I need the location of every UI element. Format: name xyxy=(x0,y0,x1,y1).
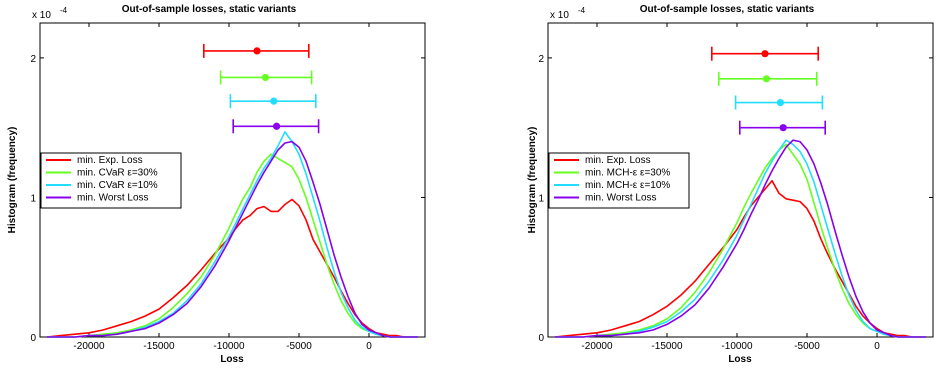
interval-point xyxy=(270,97,278,105)
y-multiplier: x 10 xyxy=(550,10,569,21)
y-tick-label: 2 xyxy=(538,54,544,65)
x-tick-label: -15000 xyxy=(651,341,683,352)
legend-box xyxy=(40,152,182,209)
x-tick-label: -20000 xyxy=(73,341,105,352)
legend-item: min. Worst Loss xyxy=(585,193,657,204)
x-tick-label: -5000 xyxy=(794,341,820,352)
series-line xyxy=(554,179,926,338)
x-axis-label: Loss xyxy=(728,354,752,365)
interval-point xyxy=(779,124,787,132)
interval-point xyxy=(273,122,281,130)
y-exponent: -4 xyxy=(578,6,586,15)
legend-item: min. Worst Loss xyxy=(77,193,149,204)
legend-item: min. MCH-ε ε=10% xyxy=(585,180,670,191)
chart-right: Out-of-sample losses, static variants x … xyxy=(527,4,934,365)
series-line xyxy=(555,139,926,338)
y-tick-label: 1 xyxy=(30,193,36,204)
legend: min. Exp. Loss min. MCH-ε ε=30%min. MCH-ε… xyxy=(548,152,690,209)
legend-item: min. Exp. Loss xyxy=(585,155,651,166)
interval-point xyxy=(762,75,771,83)
plot-frame xyxy=(547,22,934,338)
x-tick-label: -20000 xyxy=(581,341,613,352)
y-tick-label: 1 xyxy=(538,193,544,204)
x-tick-label: -10000 xyxy=(721,341,753,352)
series-line xyxy=(46,198,418,338)
legend-box xyxy=(548,152,690,209)
legend-item: min. MCH-ε ε=30% xyxy=(585,168,670,179)
plot-area: -20000 -15000 -10000 -5000 0 0 1 2 xyxy=(30,23,425,352)
x-tick-label: 0 xyxy=(366,341,372,352)
x-tick-label: -10000 xyxy=(213,341,245,352)
y-exponent: -4 xyxy=(60,6,68,15)
y-multiplier: x 10 xyxy=(32,10,51,21)
y-axis-label: Histogram (frequency) xyxy=(527,127,538,234)
y-axis-label: Histogram (frequency) xyxy=(7,127,18,234)
chart-left: Out-of-sample losses, static variants x … xyxy=(7,4,426,365)
chart-title: Out-of-sample losses, static variants xyxy=(640,4,815,15)
x-tick-label: -15000 xyxy=(143,341,175,352)
x-tick-label: -5000 xyxy=(286,341,312,352)
x-axis-label: Loss xyxy=(220,354,244,365)
plot-area: -20000 -15000 -10000 -5000 0 0 1 2 xyxy=(538,23,933,352)
x-tick-label: 0 xyxy=(874,341,880,352)
interval-point xyxy=(253,47,261,55)
chart-title: Out-of-sample losses, static variants xyxy=(122,4,297,15)
interval-point xyxy=(776,98,785,107)
series-line xyxy=(555,139,926,338)
plot-frame xyxy=(39,22,426,338)
legend-item: min. Exp. Loss xyxy=(77,155,143,166)
y-tick-label: 0 xyxy=(538,333,544,344)
y-tick-label: 0 xyxy=(30,333,36,344)
legend: min. Exp. Loss min. CVaR ε=30%min. CVaR ε… xyxy=(40,152,182,209)
y-tick-label: 2 xyxy=(30,54,36,65)
legend-item: min. CVaR ε=10% xyxy=(77,180,158,191)
interval-point xyxy=(761,50,769,58)
series-line xyxy=(47,140,418,338)
series-line xyxy=(47,131,418,338)
interval-point xyxy=(261,73,269,82)
legend-item: min. CVaR ε=30% xyxy=(77,168,158,179)
